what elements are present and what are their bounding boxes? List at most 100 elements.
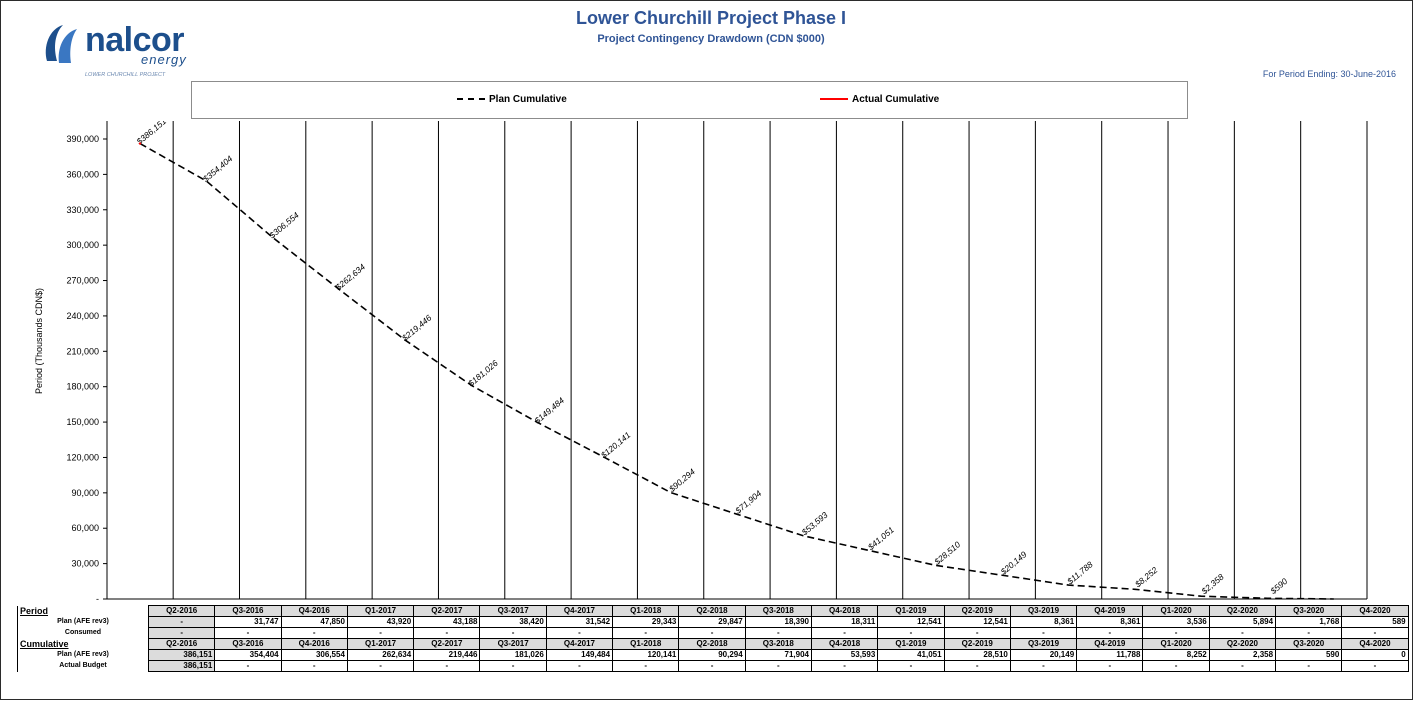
column-header: Q2-2016	[147, 605, 216, 617]
table-cell: 18,311	[810, 616, 879, 628]
y-tick-label: 300,000	[66, 240, 99, 250]
table-cell: -	[280, 660, 348, 672]
section-label: Cumulative	[17, 638, 149, 650]
column-header: Q4-2020	[1341, 638, 1409, 650]
y-tick-label: 390,000	[66, 134, 99, 144]
table-cell: 8,252	[1142, 649, 1210, 661]
logo-wordmark: nalcor	[85, 21, 185, 59]
table-cell: -	[943, 627, 1011, 639]
table-cell: 31,747	[214, 616, 282, 628]
table-cell: 3,536	[1142, 616, 1210, 628]
column-header: Q3-2017	[479, 638, 547, 650]
table-row: Plan (AFE rev3) -31,747 47,850 43,920 43,188…	[17, 616, 1409, 628]
y-tick-label: 240,000	[66, 311, 99, 321]
table-cell: -	[479, 660, 547, 672]
column-header: Q2-2016	[147, 638, 216, 650]
column-header: Q4-2017	[545, 605, 614, 617]
plan-data-label: $354,404	[200, 153, 235, 184]
table-cell: -	[678, 660, 746, 672]
table-cell: 219,446	[413, 649, 481, 661]
table-cell: -	[413, 660, 481, 672]
plan-data-label: $11,788	[1064, 559, 1094, 587]
plan-data-label: $262,634	[333, 262, 368, 293]
table-cell: 590	[1275, 649, 1343, 661]
legend-item-plan: Plan Cumulative	[457, 94, 567, 105]
y-tick-label: 90,000	[71, 488, 99, 498]
column-header: Q3-2020	[1275, 605, 1343, 617]
column-header: Q4-2016	[280, 638, 348, 650]
table-cell: -	[1009, 627, 1078, 639]
column-header: Q2-2020	[1208, 638, 1277, 650]
plan-data-label: $90,294	[666, 466, 697, 494]
table-cell: -	[678, 627, 746, 639]
table-cell: -	[1208, 660, 1277, 672]
table-cell: 306,554	[280, 649, 348, 661]
column-header: Q4-2020	[1341, 605, 1409, 617]
table-cell: -	[1142, 660, 1210, 672]
table-cell: 29,343	[612, 616, 680, 628]
column-header: Q3-2017	[479, 605, 547, 617]
table-cell: 8,361	[1009, 616, 1078, 628]
period-header-row: Period Q2-2016 Q3-2016 Q4-2016 Q1-2017 Q2-201…	[17, 605, 1409, 617]
column-header: Q4-2016	[280, 605, 348, 617]
table-cell: 1,768	[1275, 616, 1343, 628]
table-cell: -	[810, 627, 879, 639]
column-header: Q1-2020	[1142, 638, 1210, 650]
table-cell: -	[1208, 627, 1277, 639]
y-tick-label: 180,000	[66, 382, 99, 392]
table-cell: 43,188	[413, 616, 481, 628]
table-cell: -	[1341, 627, 1409, 639]
column-header: Q2-2019	[943, 638, 1011, 650]
table-cell: 12,541	[877, 616, 945, 628]
table-cell: 29,847	[678, 616, 746, 628]
table-cell: 354,404	[214, 649, 282, 661]
table-cell: -	[1275, 660, 1343, 672]
table-cell: -	[545, 660, 614, 672]
table-cell: 262,634	[346, 649, 415, 661]
column-header: Q1-2020	[1142, 605, 1210, 617]
plan-data-label: $120,141	[598, 430, 633, 461]
page-title: Lower Churchill Project Phase I	[575, 8, 847, 28]
y-tick-label: 60,000	[71, 523, 99, 533]
column-header: Q3-2018	[744, 638, 812, 650]
table-cell: 41,051	[877, 649, 945, 661]
table-cell: -	[1076, 660, 1144, 672]
table-cell: -	[214, 627, 282, 639]
column-header: Q1-2017	[346, 605, 415, 617]
legend-label-plan: Plan Cumulative	[489, 94, 567, 105]
row-label: Plan (AFE rev3)	[17, 649, 149, 661]
plan-data-label: $219,446	[399, 312, 434, 343]
table-cell: 53,593	[810, 649, 879, 661]
table-cell: -	[1076, 627, 1144, 639]
cumulative-header-row: Cumulative Q2-2016 Q3-2016 Q4-2016 Q1-2017 Q2…	[17, 638, 1409, 650]
table-cell: -	[479, 627, 547, 639]
plan-data-label: $590	[1268, 576, 1290, 597]
y-tick-label: -	[96, 594, 99, 604]
table-cell: 2,358	[1208, 649, 1277, 661]
column-header: Q4-2019	[1076, 638, 1144, 650]
y-tick-label: 210,000	[66, 346, 99, 356]
table-cell: -	[147, 616, 216, 628]
table-row: Plan (AFE rev3) 386,151 354,404 306,554 262,…	[17, 649, 1409, 661]
table-row: Actual Budget 386,151- - - - - - - - - - - - - - - - - -	[17, 660, 1409, 672]
table-cell: 71,904	[744, 649, 812, 661]
legend-swatch-dashed	[457, 98, 485, 101]
column-header: Q1-2018	[612, 638, 680, 650]
column-header: Q3-2016	[214, 605, 282, 617]
legend-label-actual: Actual Cumulative	[852, 94, 940, 105]
table-cell: 386,151	[147, 649, 216, 661]
plan-data-label: $2,358	[1199, 572, 1226, 597]
column-header: Q4-2018	[810, 605, 879, 617]
column-header: Q3-2019	[1009, 638, 1078, 650]
column-header: Q2-2020	[1208, 605, 1277, 617]
table-cell: 0	[1341, 649, 1409, 661]
column-header: Q2-2017	[413, 605, 481, 617]
plan-data-label: $20,149	[998, 549, 1029, 577]
column-header: Q3-2018	[744, 605, 812, 617]
logo-tagline: LOWER CHURCHILL PROJECT	[85, 72, 166, 78]
table-cell: -	[612, 660, 680, 672]
table-cell: -	[744, 627, 812, 639]
table-cell: 20,149	[1009, 649, 1078, 661]
table-cell: 47,850	[280, 616, 348, 628]
table-cell: 31,542	[545, 616, 614, 628]
